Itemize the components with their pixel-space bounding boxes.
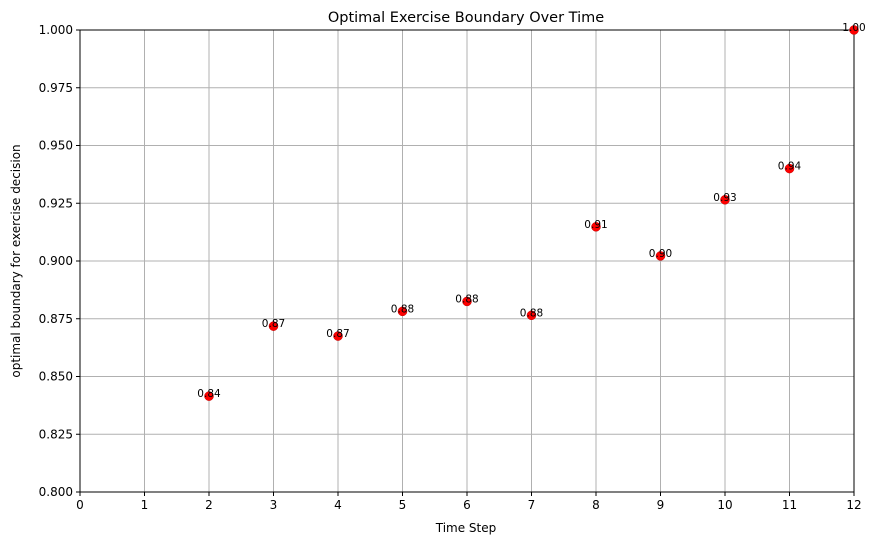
data-point-8 (720, 195, 730, 205)
y-axis-label: optimal boundary for exercise decision (9, 144, 23, 377)
y-tick-label-4: 0.900 (39, 254, 73, 268)
grid (79, 29, 855, 493)
data-label-0: 0.84 (197, 388, 221, 400)
y-tick-label-2: 0.850 (39, 370, 73, 384)
y-tick-label-6: 0.950 (39, 139, 73, 153)
data-point-7 (655, 251, 666, 261)
x-tick-label-11: 11 (782, 498, 797, 512)
data-point-6 (591, 222, 601, 232)
x-tick-label-1: 1 (141, 498, 149, 512)
y-tick-label-5: 0.925 (39, 196, 73, 210)
data-point-2 (333, 331, 343, 341)
x-tick-label-5: 5 (399, 498, 407, 512)
y-tick-label-0: 0.800 (39, 485, 73, 499)
data-points (204, 25, 859, 401)
x-tick-label-0: 0 (76, 498, 84, 512)
axes: 0 1 2 3 4 5 6 7 8 9 10 11 120.8000.8250.8500.8750.90… (39, 23, 862, 512)
data-label-8: 0.93 (713, 192, 736, 204)
chart-title: Optimal Exercise Boundary Over Time (328, 10, 604, 26)
data-label-5: 0.88 (520, 307, 543, 319)
x-axis-label: Time Step (435, 521, 497, 535)
data-point-0 (204, 391, 214, 401)
data-point-1 (268, 321, 279, 331)
data-label-10: 1.00 (842, 22, 865, 34)
data-label-6: 0.91 (584, 219, 607, 231)
x-tick-label-2: 2 (205, 498, 213, 512)
data-point-10 (849, 25, 859, 35)
data-point-3 (397, 306, 408, 317)
x-tick-label-8: 8 (592, 498, 600, 512)
data-label-3: 0.88 (391, 303, 414, 315)
data-labels: 0.84 0.87 0.87 0.88 0.88 0.88 0.91 0.90 0.93 0.94… (197, 22, 865, 400)
x-tick-label-3: 3 (270, 498, 278, 512)
y-tick-label-8: 1.000 (39, 23, 73, 37)
data-label-4: 0.88 (455, 293, 478, 305)
x-tick-label-12: 12 (846, 498, 861, 512)
data-label-1: 0.87 (262, 318, 285, 330)
y-tick-label-3: 0.875 (39, 312, 73, 326)
data-point-9 (784, 163, 795, 174)
x-tick-label-4: 4 (334, 498, 342, 512)
data-label-9: 0.94 (778, 161, 802, 173)
data-point-5 (526, 310, 537, 321)
data-point-4 (462, 296, 472, 307)
data-label-2: 0.87 (326, 328, 349, 340)
x-tick-label-7: 7 (528, 498, 536, 512)
data-label-7: 0.90 (649, 248, 672, 260)
x-tick-label-6: 6 (463, 498, 471, 512)
y-tick-label-7: 0.975 (39, 81, 73, 95)
x-tick-label-9: 9 (657, 498, 665, 512)
y-tick-label-1: 0.825 (39, 427, 73, 441)
x-tick-label-10: 10 (717, 498, 732, 512)
